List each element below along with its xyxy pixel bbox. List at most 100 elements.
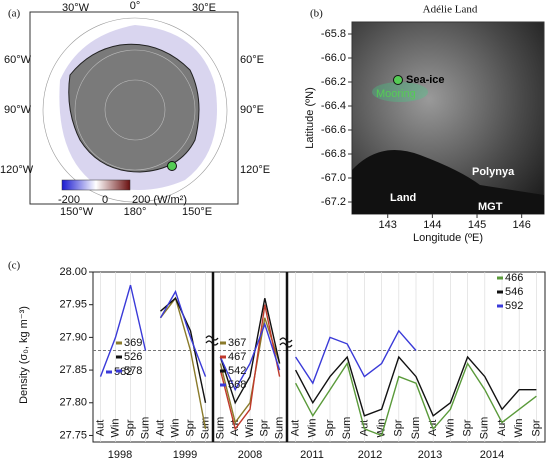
x-tick-label: Win [307, 419, 319, 438]
x-tick-label: Sum [214, 417, 226, 440]
y-tick-label: 27.75 [59, 429, 87, 441]
colorbar-label: 0 [102, 194, 108, 206]
year-label: 1999 [173, 449, 197, 461]
series-line [294, 355, 537, 417]
colorbar [61, 179, 131, 191]
x-tick-label: Sum [410, 417, 422, 440]
year-label: 1998 [108, 449, 132, 461]
lon-label: 180° [124, 206, 147, 218]
plot: Aut Win Spr Sum Aut Win Spr Sum Sum Aut Win Spr Sum A… [92, 271, 546, 443]
x-tick-label: Sum [139, 417, 151, 440]
x-tick-label: Aut [496, 420, 508, 437]
lon-label: 150°W [60, 206, 94, 218]
x-tick-label: Win [513, 419, 525, 438]
y-tick-label: 27.80 [59, 397, 87, 409]
lon-label: 120°W [0, 164, 34, 176]
x-tick-label: 145 [468, 219, 486, 231]
annotation: MGT [478, 201, 503, 213]
year-label: 2014 [480, 449, 504, 461]
legend-label: 369 [124, 337, 142, 349]
series-line [219, 322, 281, 392]
map-title: Adélie Land [423, 4, 478, 16]
x-tick-label: Sum [479, 417, 491, 440]
y-tick-label: -66.6 [321, 124, 346, 136]
y-tick-label: -66.0 [321, 52, 346, 64]
x-tick-label: Aut [94, 420, 106, 437]
series-line [295, 329, 417, 385]
annotation: Sea-ice [406, 74, 445, 86]
x-tick-label: 146 [512, 219, 530, 231]
y-tick-label: -67.0 [321, 172, 346, 184]
axis-break [279, 337, 293, 348]
y-tick-label: -67.2 [321, 196, 346, 208]
legend-label: 568 [228, 379, 246, 391]
annotation: Land [390, 192, 416, 204]
y-axis-label: Density (σ₀, kg m⁻³) [18, 306, 30, 404]
panel-label: (b) [310, 8, 323, 20]
x-tick-label: Spr [184, 419, 196, 436]
y-tick-label: -66.8 [321, 148, 346, 160]
year-label: 2013 [418, 449, 442, 461]
lon-label: 120°E [240, 164, 270, 176]
x-tick-label: Sum [274, 417, 286, 440]
x-tick-label: Spr [324, 419, 336, 436]
series-line [159, 296, 207, 430]
legend-label: 526 [124, 351, 142, 363]
legend-label: 578 [124, 365, 142, 377]
x-tick-label: Spr [124, 419, 136, 436]
lat-circle [74, 49, 196, 171]
y-tick-label: -65.8 [321, 28, 346, 40]
y-axis-label: Latitude (ºN) [304, 87, 316, 149]
lat-circle [104, 79, 166, 141]
panel-label: (a) [8, 8, 21, 20]
year-label: 2012 [358, 449, 382, 461]
x-tick-label: Win [169, 419, 181, 438]
y-tick-label: 27.95 [59, 299, 87, 311]
x-tick-label: 143 [379, 219, 397, 231]
year-label: 2008 [238, 449, 262, 461]
x-tick-label: Win [244, 419, 256, 438]
mooring-dot [393, 75, 403, 85]
x-tick-label: Win [109, 419, 121, 438]
x-tick-label: Spr [259, 419, 271, 436]
x-tick-label: Sum [341, 417, 353, 440]
mooring-dot [167, 161, 177, 171]
plot-frame [92, 271, 546, 443]
year-label: 2011 [300, 449, 324, 461]
legend-label: 367 [228, 337, 246, 349]
legend-label: 582 [114, 366, 132, 378]
legend-label: 546 [505, 286, 523, 298]
colorbar-label: -200 [58, 194, 80, 206]
series-line [159, 289, 207, 377]
lon-label: 60°W [4, 54, 32, 66]
panel-b: (b) Adélie Land Latitude (ºN) Longitude … [304, 4, 545, 244]
x-tick-label: 144 [423, 219, 441, 231]
y-tick-label: 27.85 [59, 364, 87, 376]
x-tick-label: Aut [290, 420, 302, 437]
colorbar-label: 200 (W/m²) [132, 194, 187, 206]
x-tick-label: Spr [462, 419, 474, 436]
legend-label: 467 [228, 351, 246, 363]
lon-label: 60°E [240, 54, 264, 66]
x-tick-label: Aut [154, 420, 166, 437]
y-tick-label: -66.4 [321, 100, 346, 112]
lon-label: 150°E [182, 206, 212, 218]
panel-a: (a) 30°W 0° 30°E 60°W 60°E 90°W 90°E 120… [0, 0, 270, 218]
y-tick-label: -66.2 [321, 76, 346, 88]
axis-break [205, 335, 219, 346]
series-line [219, 317, 281, 424]
x-tick-label: Spr [393, 419, 405, 436]
legend-label: 466 [505, 272, 523, 284]
x-tick-label: Win [444, 419, 456, 438]
series-line [294, 361, 537, 437]
lon-label: 0° [130, 0, 141, 12]
lon-label: 30°E [192, 2, 216, 14]
lon-label: 90°E [240, 104, 264, 116]
series-line [219, 298, 281, 405]
series-line [99, 284, 147, 377]
series-line [219, 304, 281, 431]
annotation: Polynya [472, 166, 515, 178]
annotation: Mooring [376, 88, 416, 100]
legend-label: 542 [228, 365, 246, 377]
